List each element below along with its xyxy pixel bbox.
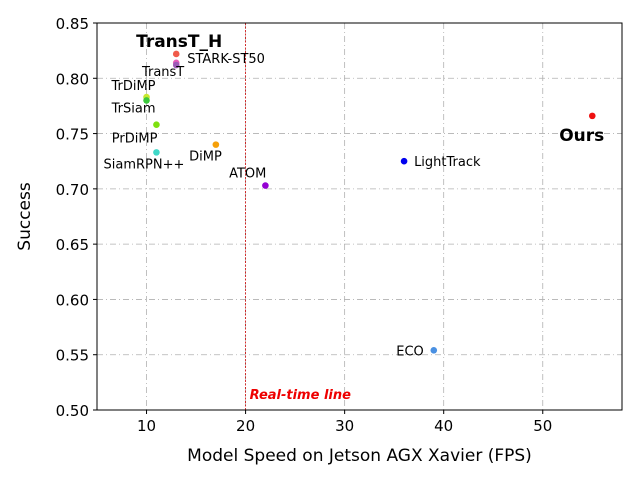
point-label: TrSiam (111, 101, 156, 116)
x-tick-label: 10 (137, 417, 156, 435)
point-label: STARK-ST50 (187, 52, 265, 67)
point-label: TrDiMP (110, 79, 155, 94)
point-label: PrDiMP (112, 132, 158, 147)
y-axis-title: Success (15, 182, 35, 251)
data-point (143, 97, 150, 104)
data-point (212, 141, 220, 148)
data-point (153, 121, 160, 129)
real-time-line-label: Real-time line (250, 388, 352, 403)
data-point (172, 50, 180, 58)
y-axis-ticks: 0.50 0.55 0.60 0.65 0.70 0.75 0.80 0.85 (56, 15, 97, 420)
data-point (430, 346, 438, 354)
point-label: DiMP (189, 150, 222, 165)
x-tick-label: 40 (434, 417, 453, 435)
x-axis-ticks: 10 20 30 40 50 (137, 410, 552, 435)
grid-lines (97, 22, 622, 411)
y-tick-label: 0.70 (56, 181, 89, 199)
y-tick-label: 0.55 (56, 347, 89, 365)
x-axis-title: Model Speed on Jetson AGX Xavier (FPS) (187, 446, 532, 466)
data-point (588, 112, 596, 120)
real-time-line-group: Real-time line (245, 23, 352, 410)
x-tick-label: 30 (335, 417, 354, 435)
y-tick-label: 0.50 (56, 402, 89, 420)
plot-frame (96, 22, 623, 411)
data-point (400, 157, 408, 165)
point-label: TransT_H (136, 32, 222, 52)
data-point (262, 182, 269, 189)
y-tick-label: 0.85 (56, 15, 89, 33)
y-tick-label: 0.75 (56, 126, 89, 144)
data-point (153, 149, 160, 156)
point-label: TransT (141, 65, 184, 80)
data-points (143, 50, 596, 354)
point-label: Ours (559, 126, 604, 146)
data-point (172, 61, 180, 69)
point-label: ECO (396, 344, 424, 359)
point-label: LightTrack (414, 155, 481, 170)
point-label: ATOM (229, 167, 266, 182)
y-tick-label: 0.60 (56, 291, 89, 309)
point-label: SiamRPN++ (104, 157, 185, 172)
x-tick-label: 50 (533, 417, 552, 435)
y-tick-label: 0.80 (56, 70, 89, 88)
x-tick-label: 20 (236, 417, 255, 435)
y-tick-label: 0.65 (56, 236, 89, 254)
